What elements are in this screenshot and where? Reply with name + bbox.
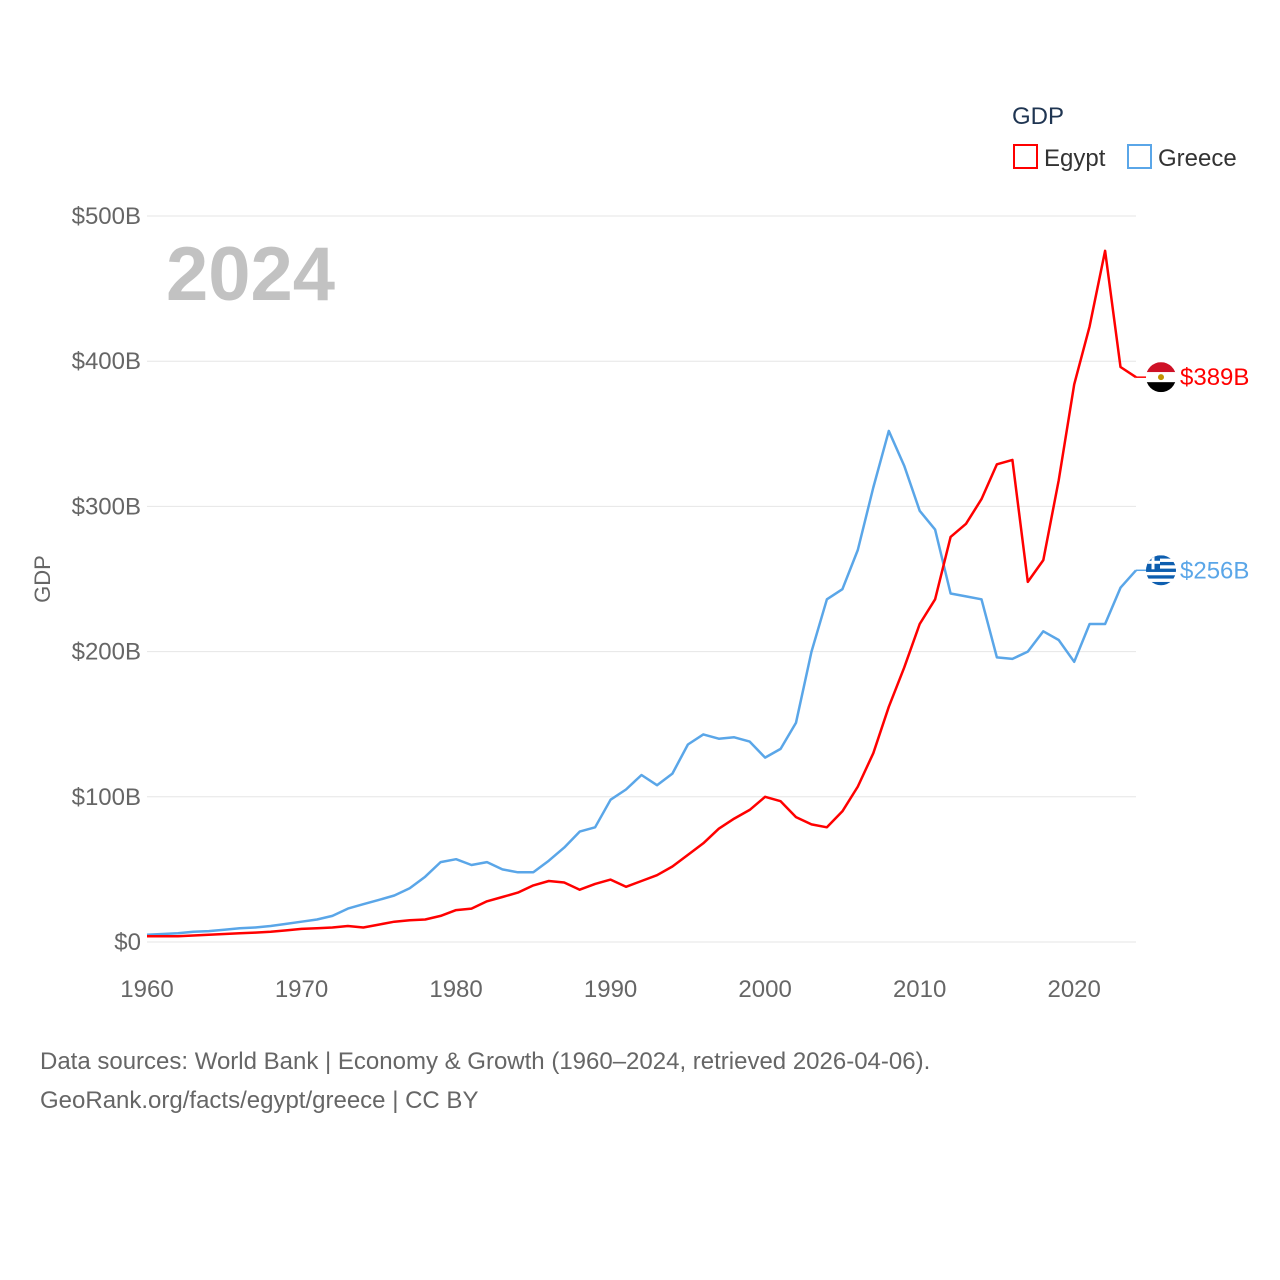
- egypt-end-value: $389B: [1180, 364, 1249, 391]
- year-label: 2024: [166, 232, 335, 317]
- series-line-greece[interactable]: [146, 429, 1137, 936]
- gdp-line-chart: $0 $100B $200B $300B $400B $500B 1960 1970 1980…: [30, 103, 1249, 1003]
- legend[interactable]: GDP Egypt Greece: [1012, 103, 1237, 172]
- series-lines: [146, 249, 1137, 938]
- x-tick-label: 1990: [584, 976, 637, 1003]
- y-tick-label: $300B: [72, 493, 141, 520]
- y-tick-label: $100B: [72, 784, 141, 811]
- egypt-flag-icon: [1146, 362, 1176, 393]
- greece-flag-icon: [1146, 555, 1176, 586]
- x-tick-label: 2020: [1047, 976, 1100, 1003]
- legend-swatch: [1013, 144, 1038, 169]
- legend-label: Greece: [1158, 145, 1237, 172]
- y-tick-label: $0: [114, 929, 141, 956]
- x-tick-label: 1980: [429, 976, 482, 1003]
- legend-label: Egypt: [1044, 145, 1106, 172]
- series-line-egypt[interactable]: [147, 249, 1137, 938]
- footer-source-line: Data sources: World Bank | Economy & Gro…: [40, 1048, 931, 1075]
- gridlines: [147, 215, 1136, 943]
- x-tick-label: 1970: [275, 976, 328, 1003]
- legend-item-egypt[interactable]: Egypt: [1013, 144, 1106, 172]
- legend-item-greece[interactable]: Greece: [1127, 144, 1237, 172]
- egypt-end-marker: $389B: [1136, 362, 1249, 393]
- footer-link-line[interactable]: GeoRank.org/facts/egypt/greece | CC BY: [40, 1087, 479, 1114]
- data-source-footer: Data sources: World Bank | Economy & Gro…: [40, 1042, 1240, 1120]
- y-tick-label: $500B: [72, 203, 141, 230]
- y-tick-label: $400B: [72, 348, 141, 375]
- legend-title: GDP: [1012, 103, 1064, 130]
- y-axis-title: GDP: [30, 555, 55, 603]
- greece-end-value: $256B: [1180, 557, 1249, 584]
- y-axis-ticks: $0 $100B $200B $300B $400B $500B: [72, 203, 141, 956]
- y-tick-label: $200B: [72, 639, 141, 666]
- x-axis-ticks: 1960 1970 1980 1990 2000 2010 2020: [120, 976, 1101, 1003]
- x-tick-label: 2000: [738, 976, 791, 1003]
- legend-swatch: [1127, 144, 1152, 169]
- x-tick-label: 1960: [120, 976, 173, 1003]
- x-tick-label: 2010: [893, 976, 946, 1003]
- greece-end-marker: $256B: [1136, 555, 1249, 586]
- end-markers: $389B $256B: [1136, 362, 1249, 586]
